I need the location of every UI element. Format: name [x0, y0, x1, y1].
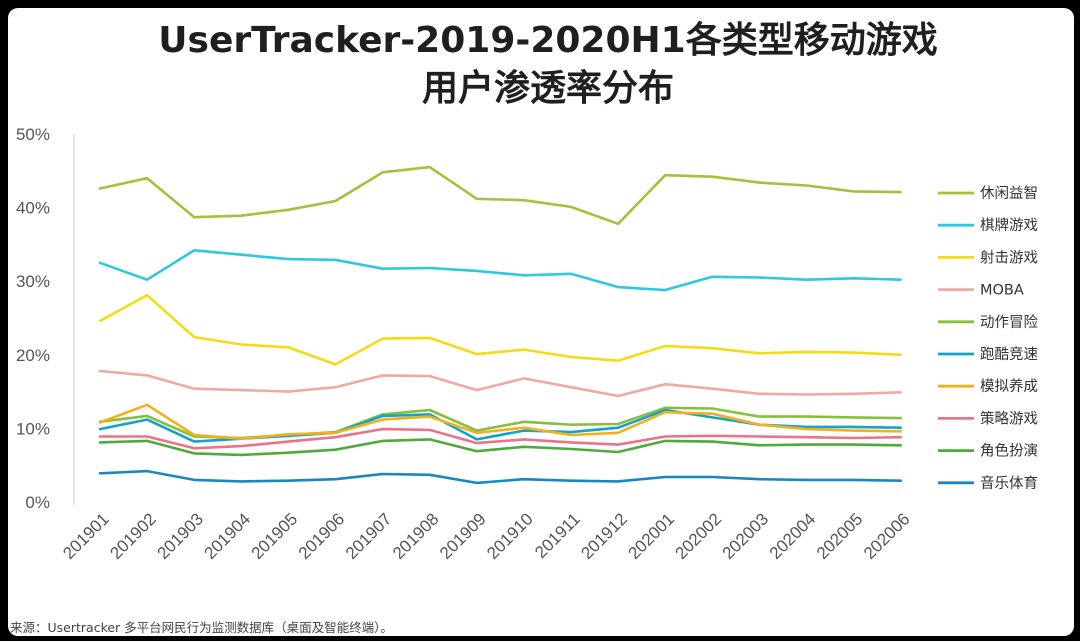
- series-lines: [98, 165, 903, 485]
- x-tick-label: 201904: [201, 509, 255, 563]
- legend-label: 棋牌游戏: [980, 217, 1038, 234]
- series-line: [98, 165, 903, 226]
- x-tick-label: 201902: [106, 509, 160, 563]
- x-tick-label: 201910: [483, 509, 537, 563]
- line-chart: UserTracker-2019-2020H1各类型移动游戏 用户渗透率分布 5…: [10, 20, 1038, 635]
- x-tick-labels: 2019012019022019032019042019052019062019…: [59, 509, 913, 563]
- y-tick-labels: 50% 40% 30% 20% 10% 0%: [16, 125, 50, 512]
- x-tick-label: 202002: [672, 509, 726, 563]
- series-line: [98, 369, 903, 398]
- series-line: [98, 469, 903, 485]
- chart-title-line2: 用户渗透率分布: [422, 68, 674, 109]
- legend-label: 音乐体育: [980, 475, 1038, 492]
- x-tick-label: 201901: [59, 509, 113, 563]
- legend-label: 动作冒险: [980, 314, 1038, 331]
- series-line: [98, 403, 903, 441]
- legend-label: 跑酷竞速: [980, 345, 1038, 363]
- legend-label: MOBA: [980, 283, 1024, 299]
- y-tick-label: 0%: [25, 493, 50, 512]
- x-tick-label: 202001: [624, 509, 678, 563]
- y-tick-label: 20%: [16, 346, 50, 365]
- legend-label: 角色扮演: [980, 443, 1038, 460]
- x-tick-label: 201911: [531, 509, 584, 562]
- series-line: [98, 438, 903, 457]
- x-tick-label: 202004: [766, 509, 820, 563]
- y-tick-label: 30%: [16, 272, 50, 291]
- series-line: [98, 406, 903, 440]
- series-line: [98, 249, 903, 292]
- y-tick-label: 40%: [16, 199, 50, 218]
- chart-frame: UserTracker-2019-2020H1各类型移动游戏 用户渗透率分布 5…: [8, 8, 1074, 636]
- series-line: [98, 293, 903, 366]
- x-tick-label: 202006: [860, 509, 914, 563]
- y-tick-label: 50%: [16, 125, 50, 144]
- legend-label: 策略游戏: [980, 410, 1038, 427]
- x-tick-label: 201912: [577, 509, 631, 563]
- x-tick-label: 201907: [342, 509, 396, 563]
- x-tick-label: 201906: [295, 509, 349, 563]
- x-tick-label: 201903: [153, 509, 207, 563]
- legend-label: 射击游戏: [980, 249, 1038, 266]
- x-tick-label: 202005: [813, 509, 867, 563]
- series-line: [98, 427, 903, 450]
- legend-label: 休闲益智: [980, 185, 1038, 202]
- x-tick-label: 201905: [248, 509, 302, 563]
- x-tick-label: 202003: [719, 509, 773, 563]
- x-tick-label: 201908: [389, 509, 443, 563]
- source-note: 来源：Usertracker 多平台网民行为监测数据库（桌面及智能终端）。: [10, 620, 393, 635]
- chart-title-line1: UserTracker-2019-2020H1各类型移动游戏: [158, 20, 937, 61]
- x-tick-label: 201909: [436, 509, 490, 563]
- y-tick-label: 10%: [16, 419, 50, 438]
- legend-label: 模拟养成: [980, 378, 1038, 395]
